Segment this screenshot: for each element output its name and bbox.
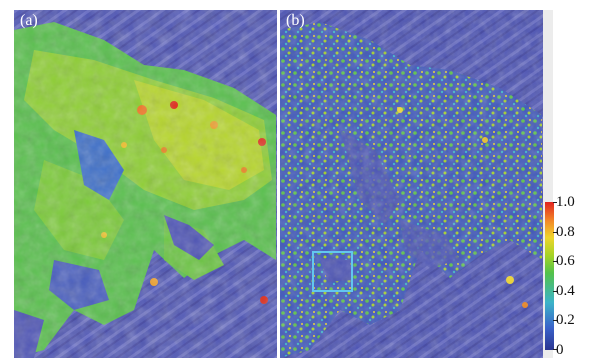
colorbar	[545, 202, 554, 350]
panel-b-label: (b)	[286, 12, 305, 29]
colorbar-tick-label: 0.6	[556, 253, 575, 269]
map-panel-a: (a)	[14, 10, 277, 358]
colorbar-tick-label: 0.4	[556, 283, 575, 299]
figure-margin-strip	[543, 10, 553, 358]
panel-b-image	[280, 10, 543, 358]
map-panel-b: (b)	[280, 10, 543, 358]
colorbar-tick-label: 1.0	[556, 194, 575, 210]
colorbar-tick-mark	[553, 261, 557, 262]
colorbar-tick-mark	[553, 202, 557, 203]
panel-a-image	[14, 10, 277, 358]
panel-a-label: (a)	[20, 12, 38, 29]
highlight-box	[312, 251, 353, 292]
colorbar-tick-label: 0	[556, 342, 564, 358]
colorbar-tick-mark	[553, 349, 557, 350]
colorbar-tick-label: 0.8	[556, 224, 575, 240]
colorbar-tick-label: 0.2	[556, 312, 575, 328]
colorbar-tick-mark	[553, 320, 557, 321]
colorbar-tick-mark	[553, 232, 557, 233]
colorbar-tick-mark	[553, 291, 557, 292]
